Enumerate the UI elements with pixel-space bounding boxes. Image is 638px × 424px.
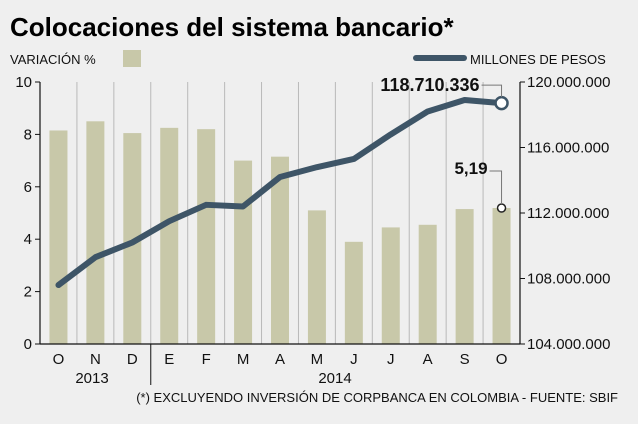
bar-11 bbox=[455, 209, 474, 344]
left-tick-label-1: 2 bbox=[24, 284, 32, 301]
bar-10 bbox=[418, 224, 437, 344]
bar-0 bbox=[49, 130, 68, 344]
left-tick-label-3: 6 bbox=[24, 179, 32, 196]
bar-last-leader bbox=[489, 170, 503, 205]
bar-last-marker bbox=[496, 203, 507, 213]
x-tick-label-1: N bbox=[90, 351, 101, 368]
x-tick-label-10: A bbox=[423, 351, 433, 368]
x-tick-label-7: M bbox=[311, 351, 324, 368]
x-tick-label-12: O bbox=[496, 351, 508, 368]
x-tick-label-5: M bbox=[237, 351, 250, 368]
left-tick-label-4: 8 bbox=[24, 126, 32, 143]
legend-bar-swatch bbox=[123, 50, 141, 67]
left-tick-label-0: 0 bbox=[24, 336, 32, 353]
line-last-value: 118.710.336 bbox=[380, 75, 479, 95]
x-tick-label-2: D bbox=[127, 351, 138, 368]
x-tick-label-6: A bbox=[275, 351, 285, 368]
chart-title: Colocaciones del sistema bancario* bbox=[10, 12, 454, 42]
x-tick-label-3: E bbox=[164, 351, 174, 368]
bar-6 bbox=[271, 156, 289, 344]
right-tick-label-3: 116.000.000 bbox=[527, 140, 609, 157]
left-tick-label-5: 10 bbox=[15, 74, 32, 91]
bar-9 bbox=[381, 227, 400, 344]
bars bbox=[49, 121, 511, 344]
bar-8 bbox=[344, 241, 363, 344]
line-last-leader bbox=[481, 84, 503, 98]
bar-12 bbox=[492, 208, 511, 344]
right-tick-label-0: 104.000.000 bbox=[527, 336, 610, 353]
annotations: 118.710.336 5,19 bbox=[380, 75, 509, 213]
footnote: (*) EXCLUYENDO INVERSIÓN DE CORPBANCA EN… bbox=[136, 390, 618, 405]
bar-2 bbox=[123, 133, 142, 344]
right-tick-label-4: 120.000.000 bbox=[527, 74, 610, 91]
legend-bar-label: VARIACIÓN % bbox=[10, 52, 96, 67]
line-last-marker bbox=[494, 95, 509, 111]
bar-7 bbox=[307, 210, 326, 344]
right-tick-label-1: 108.000.000 bbox=[527, 271, 610, 288]
line-series bbox=[55, 97, 505, 289]
bar-1 bbox=[86, 121, 105, 344]
year-label-2013: 2013 bbox=[75, 370, 108, 387]
bar-last-value: 5,19 bbox=[454, 159, 487, 178]
year-label-2014: 2014 bbox=[318, 370, 351, 387]
x-tick-label-4: F bbox=[202, 351, 211, 368]
x-tick-label-9: J bbox=[387, 351, 395, 368]
right-tick-label-2: 112.000.000 bbox=[527, 205, 609, 222]
x-tick-label-0: O bbox=[53, 351, 65, 368]
x-tick-label-8: J bbox=[350, 351, 358, 368]
bar-3 bbox=[160, 127, 179, 344]
left-tick-label-2: 4 bbox=[24, 231, 32, 248]
legend-line-label: MILLONES DE PESOS bbox=[470, 52, 606, 67]
x-tick-label-11: S bbox=[460, 351, 470, 368]
bar-5 bbox=[234, 160, 253, 344]
left-axis-ticks: 0 2 4 6 8 10 bbox=[15, 74, 40, 353]
right-axis-ticks: 104.000.000 108.000.000 112.000.000 116.000… bbox=[520, 74, 610, 353]
bar-4 bbox=[197, 129, 216, 344]
line-path bbox=[55, 97, 505, 289]
